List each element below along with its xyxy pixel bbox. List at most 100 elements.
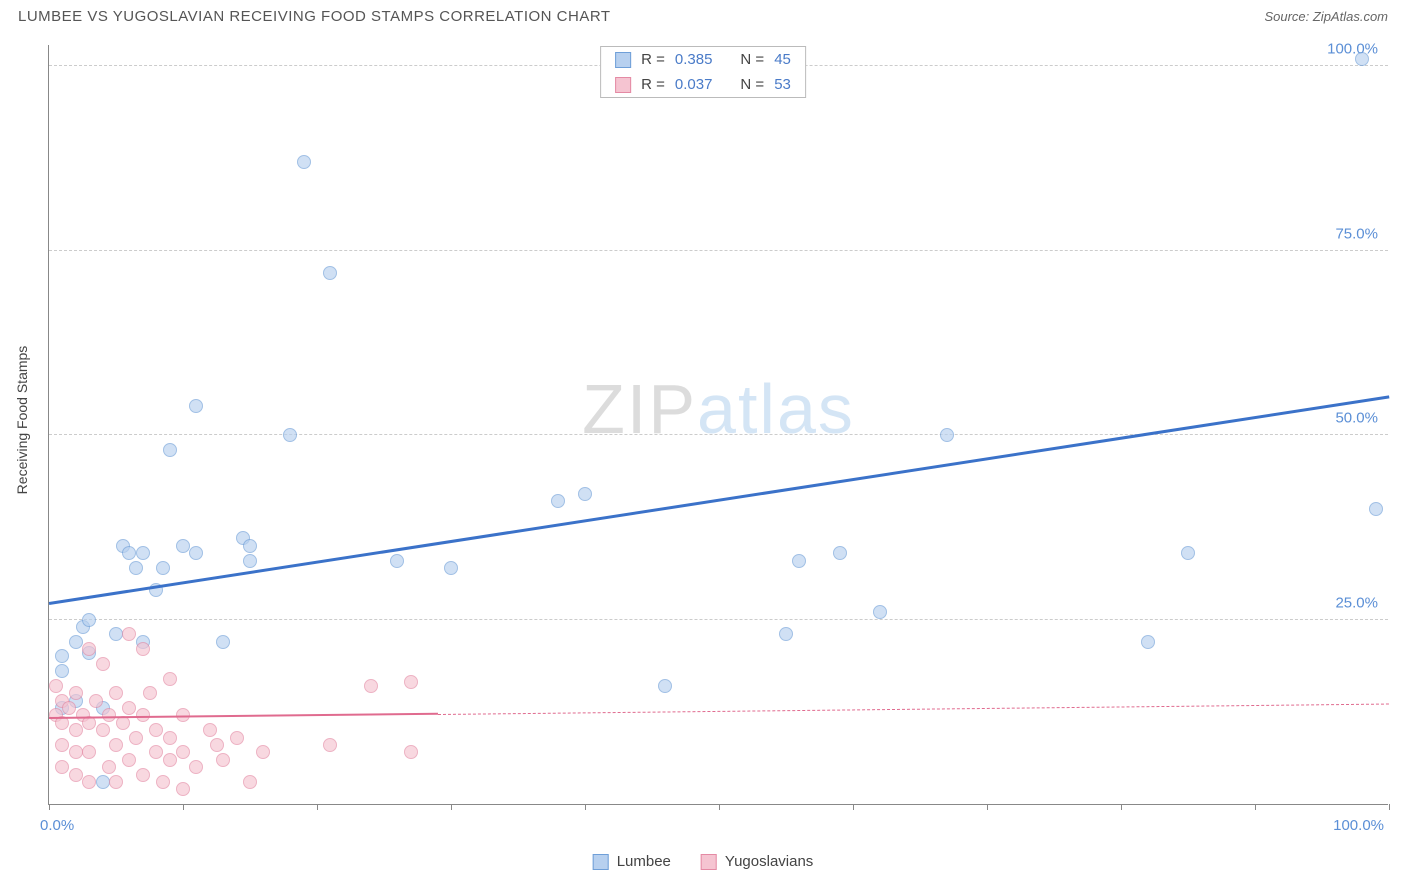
- legend-swatch: [701, 854, 717, 870]
- data-point: [163, 672, 177, 686]
- data-point: [156, 775, 170, 789]
- data-point: [109, 686, 123, 700]
- data-point: [243, 775, 257, 789]
- ytick-label: 50.0%: [1335, 410, 1378, 427]
- xtick: [1389, 804, 1390, 810]
- data-point: [189, 546, 203, 560]
- data-point: [203, 723, 217, 737]
- series-legend-item: Yugoslavians: [701, 853, 813, 870]
- data-point: [283, 428, 297, 442]
- data-point: [122, 546, 136, 560]
- data-point: [163, 731, 177, 745]
- data-point: [69, 635, 83, 649]
- data-point: [55, 760, 69, 774]
- xtick: [1255, 804, 1256, 810]
- data-point: [176, 782, 190, 796]
- gridline: [49, 619, 1388, 620]
- legend-row: R =0.037N =53: [601, 72, 805, 97]
- legend-R-label: R =: [641, 76, 665, 93]
- data-point: [833, 546, 847, 560]
- xtick: [317, 804, 318, 810]
- data-point: [163, 443, 177, 457]
- xtick: [853, 804, 854, 810]
- ytick-label: 100.0%: [1327, 41, 1378, 58]
- data-point: [55, 664, 69, 678]
- data-point: [122, 701, 136, 715]
- data-point: [230, 731, 244, 745]
- data-point: [189, 760, 203, 774]
- data-point: [176, 745, 190, 759]
- data-point: [129, 731, 143, 745]
- data-point: [390, 554, 404, 568]
- data-point: [149, 723, 163, 737]
- legend-N-value: 53: [774, 76, 791, 93]
- data-point: [62, 701, 76, 715]
- xtick: [451, 804, 452, 810]
- data-point: [297, 155, 311, 169]
- data-point: [143, 686, 157, 700]
- data-point: [82, 745, 96, 759]
- data-point: [404, 745, 418, 759]
- data-point: [1181, 546, 1195, 560]
- data-point: [364, 679, 378, 693]
- correlation-legend: R =0.385N =45R =0.037N =53: [600, 46, 806, 98]
- data-point: [256, 745, 270, 759]
- data-point: [89, 694, 103, 708]
- trend-line-dashed: [438, 703, 1389, 714]
- data-point: [55, 738, 69, 752]
- series-legend-label: Yugoslavians: [725, 853, 813, 870]
- data-point: [136, 768, 150, 782]
- data-point: [940, 428, 954, 442]
- data-point: [82, 613, 96, 627]
- data-point: [109, 627, 123, 641]
- data-point: [129, 561, 143, 575]
- xtick: [183, 804, 184, 810]
- data-point: [69, 723, 83, 737]
- data-point: [243, 539, 257, 553]
- data-point: [189, 399, 203, 413]
- source-label: Source: ZipAtlas.com: [1264, 9, 1388, 24]
- data-point: [578, 487, 592, 501]
- legend-swatch: [615, 52, 631, 68]
- data-point: [163, 753, 177, 767]
- gridline: [49, 250, 1388, 251]
- legend-swatch: [593, 854, 609, 870]
- legend-row: R =0.385N =45: [601, 47, 805, 72]
- data-point: [210, 738, 224, 752]
- data-point: [323, 738, 337, 752]
- data-point: [122, 753, 136, 767]
- data-point: [102, 760, 116, 774]
- data-point: [323, 266, 337, 280]
- data-point: [82, 642, 96, 656]
- xtick: [987, 804, 988, 810]
- data-point: [216, 635, 230, 649]
- data-point: [96, 723, 110, 737]
- data-point: [136, 546, 150, 560]
- chart-title: LUMBEE VS YUGOSLAVIAN RECEIVING FOOD STA…: [18, 8, 611, 25]
- data-point: [792, 554, 806, 568]
- ytick-label: 25.0%: [1335, 594, 1378, 611]
- data-point: [1141, 635, 1155, 649]
- data-point: [96, 775, 110, 789]
- data-point: [55, 649, 69, 663]
- xtick: [49, 804, 50, 810]
- legend-R-value: 0.385: [675, 51, 713, 68]
- data-point: [69, 686, 83, 700]
- data-point: [444, 561, 458, 575]
- series-legend: Lumbee Yugoslavians: [593, 853, 814, 870]
- data-point: [136, 642, 150, 656]
- series-legend-item: Lumbee: [593, 853, 671, 870]
- series-legend-label: Lumbee: [617, 853, 671, 870]
- xtick: [719, 804, 720, 810]
- xtick: [1121, 804, 1122, 810]
- xaxis-min-label: 0.0%: [40, 817, 74, 834]
- watermark: ZIPatlas: [582, 369, 855, 449]
- ytick-label: 75.0%: [1335, 225, 1378, 242]
- yaxis-title: Receiving Food Stamps: [14, 346, 30, 495]
- data-point: [82, 775, 96, 789]
- data-point: [122, 627, 136, 641]
- data-point: [109, 775, 123, 789]
- trend-line: [49, 396, 1389, 605]
- data-point: [96, 657, 110, 671]
- legend-swatch: [615, 77, 631, 93]
